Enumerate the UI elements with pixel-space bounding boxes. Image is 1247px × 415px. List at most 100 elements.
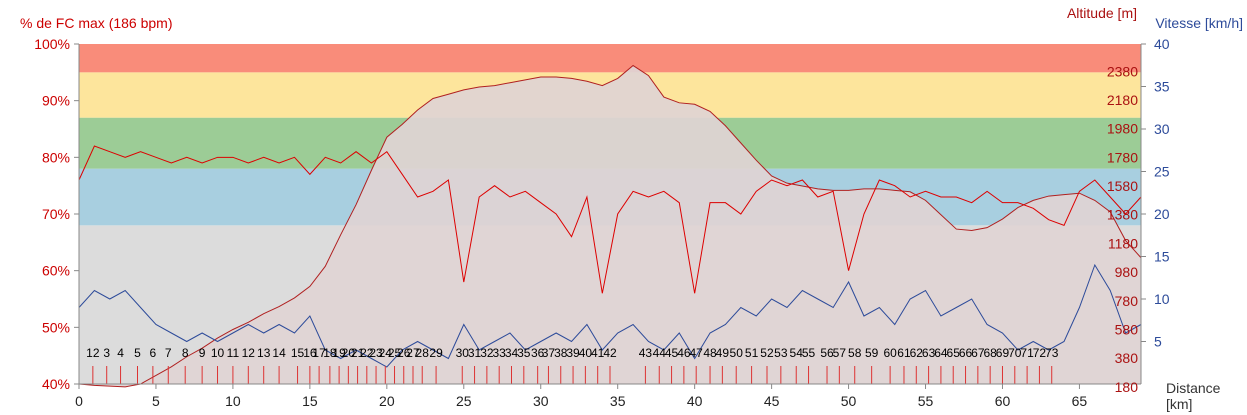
lap-label: 22 [360,346,374,360]
altitude-fill [79,65,1141,387]
altitude-tick-label: 980 [1115,264,1139,280]
axes: 40% 50% 60% 70% 80% 90% 100% 2380 2180 1980 17 8 0 15… [34,36,1170,409]
lap-label: 53 [774,346,788,360]
lap-label: 69 [996,346,1010,360]
lap-label: 8 [182,346,189,360]
left-tick-label: 70% [42,206,70,222]
lap-label: 71 [1020,346,1034,360]
lap-label: 39 [566,346,580,360]
lap-label: 45 [665,346,679,360]
lap-label: 20 [342,346,356,360]
lap-label: 72 [1033,346,1047,360]
lap-label: 50 [730,346,744,360]
lap-label: 55 [802,346,816,360]
lap-label: 61 [897,346,911,360]
lap-label: 49 [716,346,730,360]
lap-label: 52 [760,346,774,360]
altitude-tick-label: 1380 [1107,207,1138,223]
lap-label: 54 [790,346,804,360]
x-tick-label: 50 [841,393,857,409]
lap-label: 36 [531,346,545,360]
altitude-tick-label: 1180 [1108,235,1138,251]
lap-label: 27 [406,346,420,360]
lap-label: 48 [703,346,717,360]
lap-label: 12 [86,346,100,360]
speed-tick-label: 10 [1154,291,1170,307]
lap-label: 28 [416,346,430,360]
speed-tick-label: 35 [1154,79,1170,95]
lap-label: 18 [323,346,337,360]
altitude-tick-label: 780 [1115,293,1139,309]
distance-axis-title: Distance [km] [1166,380,1224,412]
x-tick-label: 0 [75,393,83,409]
lap-label: 37 [542,346,556,360]
lap-label: 40 [579,346,593,360]
altitude-tick-label: 2380 [1107,63,1138,79]
lap-label: 68 [983,346,997,360]
left-tick-label: 90% [42,93,70,109]
x-tick-label: 65 [1072,393,1088,409]
speed-line [78,263,1142,368]
lap-label: 12 [242,346,256,360]
speed-tick-label: 40 [1154,36,1170,52]
lap-label: 9 [199,346,206,360]
lap-label: 14 [272,346,286,360]
speed-tick-label: 20 [1154,206,1170,222]
lap-label: 30 [456,346,470,360]
lap-label: 58 [848,346,862,360]
distance-axis-title-line1: Distance [1166,380,1221,396]
left-tick-label: 100% [34,36,70,52]
left-tick-label: 50% [42,319,70,335]
left-tick-label: 80% [42,149,70,165]
lap-label: 59 [865,346,879,360]
lap-label: 3 [103,346,110,360]
lap-label: 7 [165,346,172,360]
speed-tick-label: 30 [1154,121,1170,137]
lap-label: 13 [257,346,271,360]
lap-label: 64 [934,346,948,360]
x-tick-label: 15 [302,393,318,409]
left-axis-title: % de FC max (186 bpm) [20,15,173,31]
lap-label: 46 [677,346,691,360]
lap-label: 35 [517,346,531,360]
lap-markers: 12 3 4 5 6 7 8 9 10 11 12 13 14 151617181920212223242… [86,346,1059,384]
x-tick-label: 35 [610,393,626,409]
hr-zone-5 [79,44,1141,73]
speed-tick-label: 25 [1154,164,1170,180]
lap-label: 65 [947,346,961,360]
lap-label: 43 [639,346,653,360]
lap-label: 66 [959,346,973,360]
left-tick-label: 40% [42,376,70,392]
altitude-tick-label: 580 [1115,321,1139,337]
lap-label: 17 [312,346,326,360]
altitude-axis-title: Altitude [m] [1067,5,1137,21]
altitude-tick-label: 380 [1115,350,1139,366]
lap-label: 29 [429,346,443,360]
lap-label: 63 [922,346,936,360]
lap-label: 44 [653,346,667,360]
lap-label: 10 [211,346,225,360]
lap-label: 62 [910,346,924,360]
lap-label: 19 [332,346,346,360]
lap-label: 11 [227,346,240,360]
altitude-tick-label: 1980 [1107,121,1138,137]
x-tick-label: 30 [533,393,549,409]
lap-label: 32 [480,346,494,360]
lap-label: 57 [833,346,847,360]
speed-tick-label: 5 [1154,334,1162,350]
altitude-tick-label: 180 [1115,379,1139,395]
x-tick-label: 5 [152,393,160,409]
lap-label: 60 [883,346,897,360]
lap-label: 47 [690,346,704,360]
lap-label: 38 [554,346,568,360]
lap-label: 42 [603,346,617,360]
hr-line-path [78,145,1142,294]
speed-line-path [78,263,1142,368]
altitude-tick-label: 2180 [1107,92,1138,108]
lap-label: 67 [971,346,985,360]
lap-label: 23 [369,346,383,360]
left-tick-label: 60% [42,263,70,279]
altitude-line [78,64,1142,388]
lap-label: 21 [351,346,365,360]
